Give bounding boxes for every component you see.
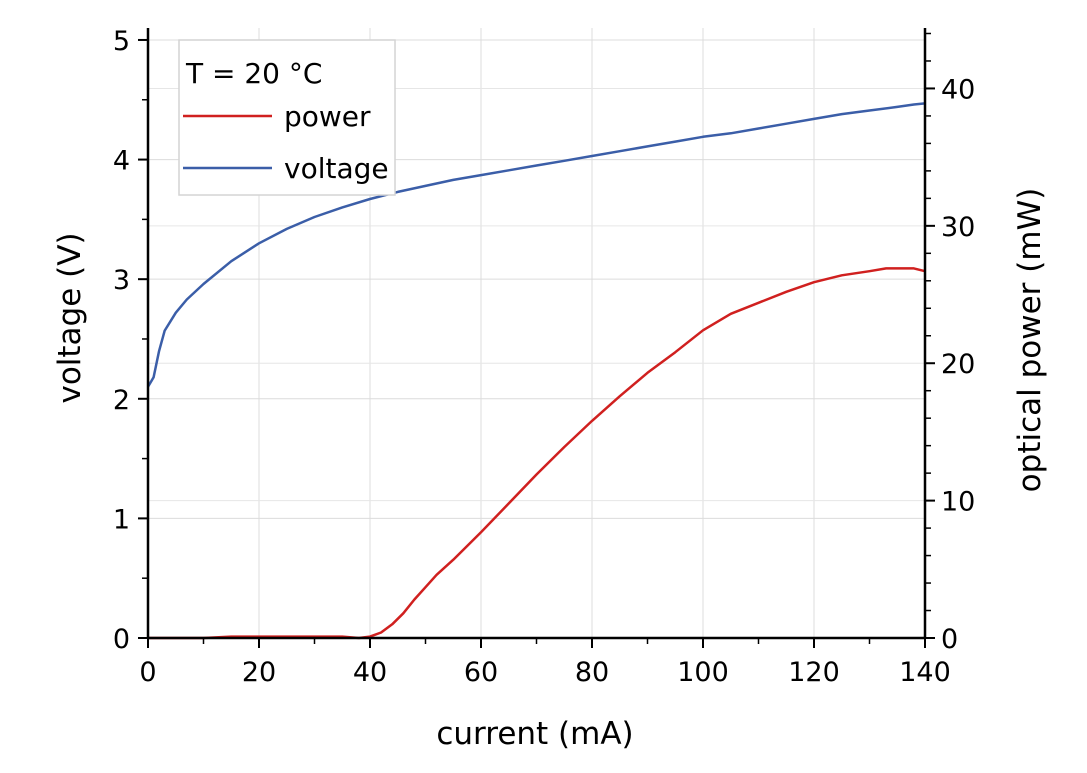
y-left-tick-label: 1 [113,504,130,535]
series-line-power [148,267,926,640]
y-left-tick-label: 2 [113,385,130,416]
x-tick-label: 0 [139,657,156,688]
legend-label-power: power [284,100,371,133]
x-axis-title: current (mA) [436,716,633,752]
x-tick-label: 80 [575,657,609,688]
y-axis-left-title: voltage (V) [52,232,88,403]
x-tick-label: 100 [677,657,729,688]
y-left-tick-label: 0 [113,624,130,655]
y-right-tick-label: 30 [941,212,975,243]
x-tick-label: 20 [242,657,276,688]
x-tick-label: 120 [788,657,840,688]
x-tick-label: 140 [899,657,951,688]
grid-layer [147,28,926,639]
series-line-voltage [146,102,926,388]
y-right-tick-label: 0 [941,624,958,655]
legend-title: T = 20 °C [185,57,322,90]
x-tick-label: 40 [353,657,387,688]
legend-label-voltage: voltage [284,152,389,185]
y-left-tick-label: 3 [113,265,130,296]
y-right-tick-label: 40 [941,74,975,105]
y-left-tick-label: 4 [113,146,130,177]
y-right-tick-label: 10 [941,487,975,518]
y-right-tick-label: 20 [941,349,975,380]
x-tick-label: 60 [464,657,498,688]
legend: T = 20 °C power voltage [178,39,396,196]
y-left-tick-label: 5 [113,26,130,57]
y-axis-right-title: optical power (mW) [1012,188,1048,493]
